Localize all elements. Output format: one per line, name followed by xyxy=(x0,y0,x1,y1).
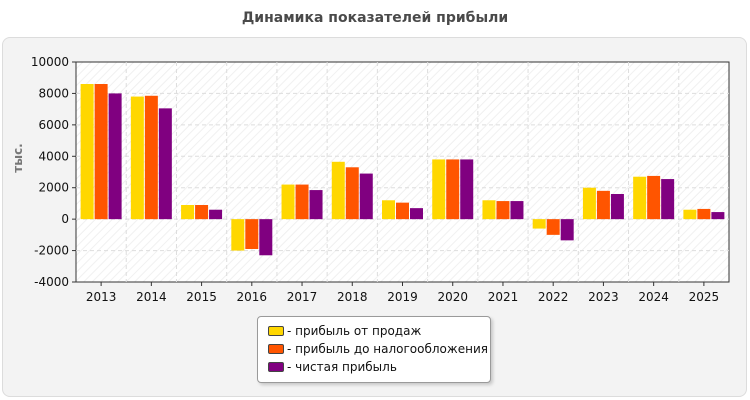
bar-2024-series-1 xyxy=(633,176,647,220)
x-tick-label: 2014 xyxy=(136,290,167,304)
bar-2019-series-2 xyxy=(396,202,409,220)
x-tick-label: 2023 xyxy=(588,290,619,304)
x-tick-label: 2017 xyxy=(287,290,318,304)
legend-label: - прибыль от продаж xyxy=(287,324,422,338)
legend-label: - прибыль до налогообложения xyxy=(287,342,488,356)
bar-2023-series-1 xyxy=(582,187,596,220)
bar-2015-series-2 xyxy=(195,205,209,220)
gridlines xyxy=(76,62,729,282)
bar-2021-series-1 xyxy=(482,200,496,220)
legend-swatch xyxy=(268,344,284,354)
x-tick-label: 2015 xyxy=(186,290,217,304)
x-tick-label: 2016 xyxy=(237,290,268,304)
y-axis-label: тыс. xyxy=(11,143,25,172)
y-axis: -4000 -2000 0 2000 4000 6000 8000 10000 xyxy=(31,55,76,289)
bar-2025-series-1 xyxy=(683,209,697,220)
x-tick-label: 2019 xyxy=(387,290,418,304)
bar-2025-series-2 xyxy=(697,208,711,220)
x-tick-label: 2021 xyxy=(488,290,519,304)
bar-2017-series-2 xyxy=(295,184,309,220)
legend-item: - прибыль до налогообложения xyxy=(268,340,490,358)
legend-swatch xyxy=(268,362,284,372)
y-tick-label: 2000 xyxy=(38,181,69,195)
bar-2023-series-3 xyxy=(610,194,624,220)
legend-label: - чистая прибыль xyxy=(287,360,397,374)
x-tick-label: 2022 xyxy=(538,290,569,304)
bar-2017-series-3 xyxy=(309,190,323,220)
legend-item: - чистая прибыль xyxy=(268,358,490,376)
x-tick-label: 2025 xyxy=(689,290,720,304)
bar-2016-series-2 xyxy=(245,219,259,249)
bar-2013-series-3 xyxy=(108,93,122,220)
bar-2014-series-2 xyxy=(144,95,158,220)
bar-2018-series-3 xyxy=(359,173,373,220)
y-tick-label: 4000 xyxy=(38,149,69,163)
y-tick-label: -2000 xyxy=(34,244,69,258)
bar-2018-series-1 xyxy=(331,161,345,220)
bar-2014-series-1 xyxy=(130,96,144,220)
bar-2025-series-3 xyxy=(711,212,725,220)
bar-2020-series-3 xyxy=(460,159,474,220)
plot-background xyxy=(75,61,730,283)
bar-2013-series-2 xyxy=(94,84,108,220)
bar-2023-series-2 xyxy=(596,190,610,220)
x-tick-label: 2020 xyxy=(437,290,468,304)
bars xyxy=(80,84,725,256)
bar-2016-series-1 xyxy=(231,219,245,251)
bar-2022-series-2 xyxy=(546,219,560,235)
bar-2019-series-1 xyxy=(382,200,395,220)
y-tick-label: 8000 xyxy=(38,86,69,100)
y-tick-label: -4000 xyxy=(34,275,69,289)
bar-2015-series-3 xyxy=(209,209,223,220)
x-tick-label: 2018 xyxy=(337,290,368,304)
y-tick-label: 0 xyxy=(61,212,69,226)
chart-title: Динамика показателей прибыли xyxy=(241,10,509,26)
x-tick-label: 2013 xyxy=(86,290,117,304)
y-tick-label: 6000 xyxy=(38,118,69,132)
bar-2020-series-1 xyxy=(432,159,446,220)
bar-2013-series-1 xyxy=(80,84,94,220)
bar-2024-series-2 xyxy=(647,175,661,220)
bar-2022-series-1 xyxy=(532,219,546,229)
bar-2017-series-1 xyxy=(281,184,295,220)
bar-2024-series-3 xyxy=(661,179,675,220)
bar-2020-series-2 xyxy=(446,159,460,220)
legend: - прибыль от продаж - прибыль до налогооб… xyxy=(257,316,491,383)
bar-2015-series-1 xyxy=(181,205,195,220)
bar-2021-series-2 xyxy=(496,201,510,220)
bar-2022-series-3 xyxy=(560,219,574,241)
legend-swatch xyxy=(268,326,284,336)
bar-2016-series-3 xyxy=(259,219,273,256)
legend-item: - прибыль от продаж xyxy=(268,322,490,340)
x-tick-label: 2024 xyxy=(638,290,669,304)
y-tick-label: 10000 xyxy=(31,55,69,69)
bar-2019-series-3 xyxy=(410,208,423,220)
bar-2021-series-3 xyxy=(510,201,524,220)
bar-2018-series-2 xyxy=(345,167,359,220)
bar-2014-series-3 xyxy=(158,108,172,220)
x-axis: 2013 2014 2015 2016 2017 2018 2019 2020 2021 2022… xyxy=(86,282,719,304)
